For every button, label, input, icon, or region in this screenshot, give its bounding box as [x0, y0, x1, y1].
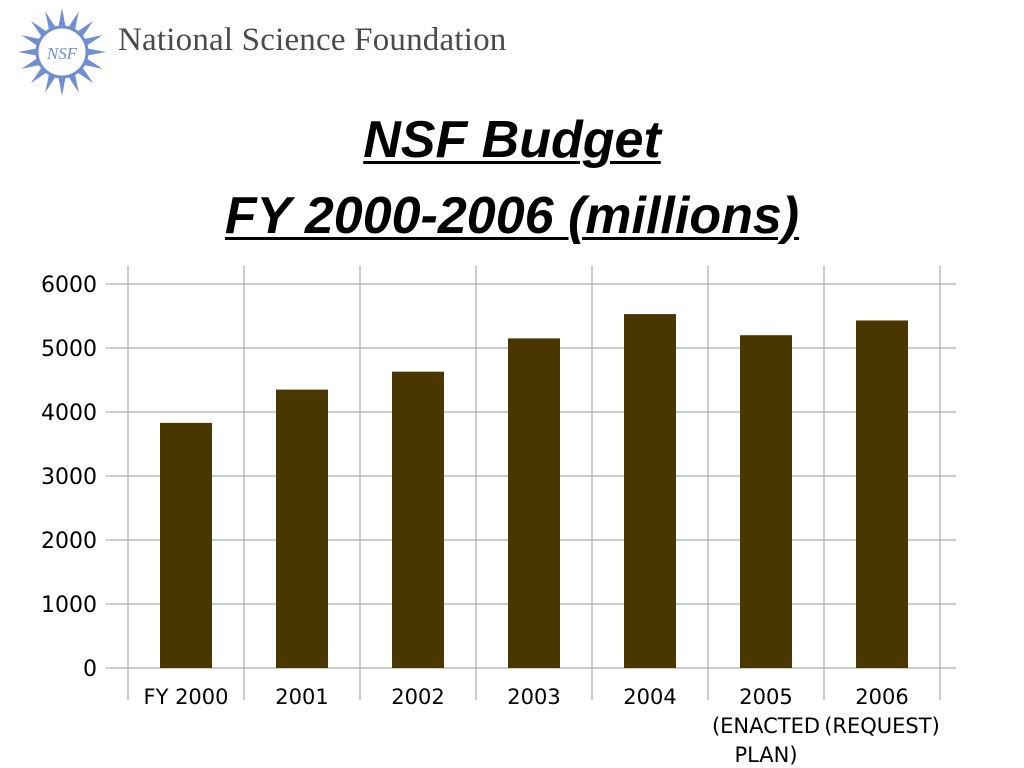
logo-ray — [58, 75, 66, 96]
logo-text: NSF — [46, 44, 78, 63]
x-tick-label: 2005 — [739, 685, 792, 709]
x-tick-label: (REQUEST) — [824, 714, 940, 738]
bar — [740, 335, 792, 668]
chart-title-line-2: FY 2000-2006 (millions) — [224, 187, 800, 245]
y-tick-label: 6000 — [41, 273, 97, 298]
logo-ray — [45, 72, 57, 93]
bar — [160, 422, 212, 668]
logo-ray — [58, 8, 66, 29]
bar — [624, 314, 676, 668]
y-tick-label: 3000 — [41, 465, 97, 490]
y-tick-label: 4000 — [41, 401, 97, 426]
chart-title-line-1: NSF Budget — [363, 111, 661, 169]
x-tick-label: (ENACTED — [712, 714, 820, 738]
x-tick-label: 2006 — [855, 685, 908, 709]
logo-ray — [21, 57, 42, 69]
y-tick-label: 1000 — [41, 593, 97, 618]
logo-ray — [21, 35, 42, 47]
logo-ray — [76, 20, 94, 38]
logo-ray — [45, 11, 57, 32]
nsf-logo: NSF — [18, 8, 106, 96]
y-tick-label: 0 — [83, 657, 97, 682]
bar — [856, 320, 908, 668]
x-tick-label: PLAN) — [734, 743, 797, 767]
bar — [276, 389, 328, 668]
x-tick-label: 2004 — [623, 685, 676, 709]
x-tick-label: FY 2000 — [143, 685, 228, 709]
logo-ray — [30, 66, 48, 84]
bar — [392, 371, 444, 668]
x-tick-label: 2001 — [275, 685, 328, 709]
logo-ray — [82, 57, 103, 69]
logo-ray — [85, 48, 106, 56]
logo-ray — [30, 20, 48, 38]
y-tick-label: 5000 — [41, 337, 97, 362]
logo-rays — [18, 8, 106, 96]
logo-ray — [67, 72, 79, 93]
logo-center — [39, 29, 85, 75]
org-name: National Science Foundation — [118, 22, 507, 58]
x-tick-label: 2003 — [507, 685, 560, 709]
bar — [508, 338, 560, 668]
logo-ray — [82, 35, 103, 47]
x-tick-label: 2002 — [391, 685, 444, 709]
bar-chart: 0 1000 2000 3000 4000 5000 6000 FY 2000 2001 2002… — [41, 266, 956, 767]
logo-ray — [18, 48, 39, 56]
logo-ring — [35, 25, 89, 79]
y-tick-label: 2000 — [41, 529, 97, 554]
logo-ray — [67, 11, 79, 32]
logo-ray — [76, 66, 94, 84]
